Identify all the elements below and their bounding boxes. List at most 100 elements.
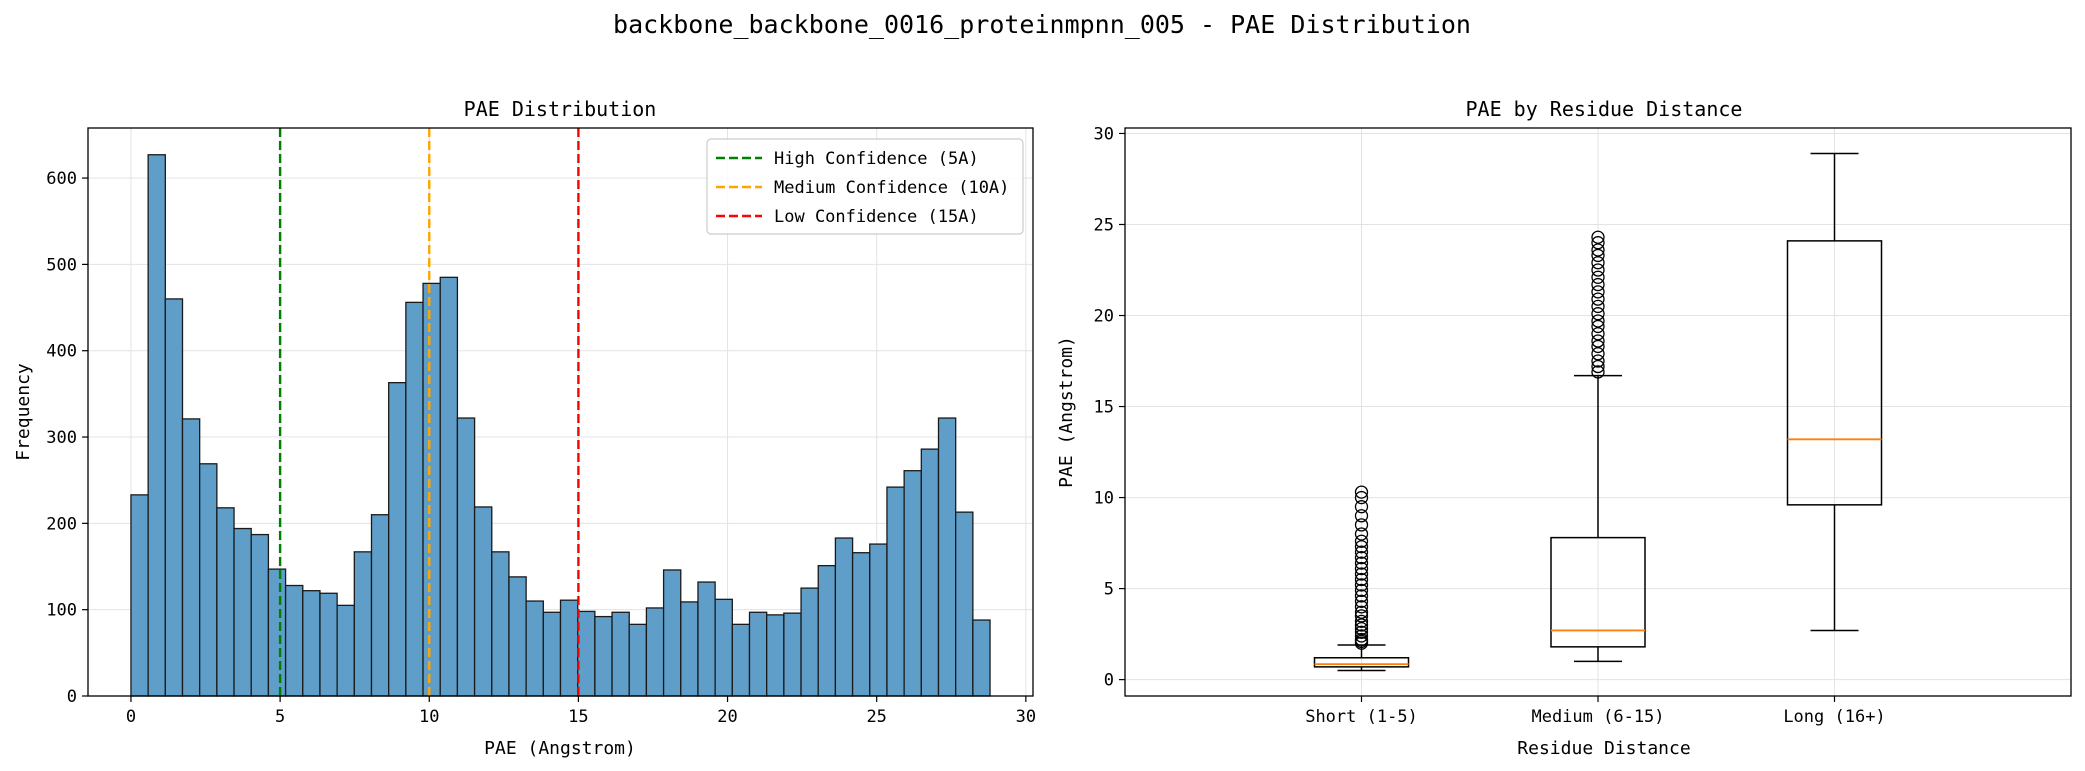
legend-label: Low Confidence (15A) — [774, 207, 979, 227]
histogram-bar — [250, 533, 270, 697]
outlier-point — [1354, 632, 1369, 647]
outlier-point — [1354, 509, 1369, 523]
histogram-bar — [216, 507, 235, 697]
histogram-bar — [319, 592, 338, 697]
x-tick-label: Long (16+) — [1783, 707, 1885, 727]
histogram-reference-lines — [278, 128, 580, 696]
outlier-point — [1591, 299, 1605, 314]
boxplot-x-ticks: Short (1-5) Medium (6-15) Long (16+) — [1305, 696, 1886, 727]
boxplot-boxes — [1313, 152, 1883, 672]
histogram-bar — [233, 527, 252, 697]
histogram-bar — [456, 417, 476, 697]
outlier-point — [1354, 583, 1369, 598]
outlier-point — [1591, 354, 1605, 368]
outlier-point — [1591, 285, 1605, 299]
histogram-bar — [697, 581, 716, 697]
histogram-bar — [680, 601, 699, 697]
histogram-bar — [783, 612, 802, 697]
histogram-bar — [903, 470, 922, 697]
outlier-point — [1354, 550, 1369, 565]
histogram-bar — [508, 576, 527, 697]
outlier-point — [1354, 618, 1369, 632]
outlier-point — [1354, 556, 1369, 570]
legend-frame — [706, 138, 1024, 235]
histogram-bar — [869, 543, 888, 697]
histogram-bar — [645, 607, 665, 697]
histogram-bar — [937, 417, 957, 697]
outlier-point — [1591, 319, 1605, 334]
histogram-bar — [164, 298, 184, 697]
y-tick-label: 300 — [46, 428, 77, 448]
outlier-point — [1354, 485, 1369, 499]
histogram-bar — [422, 282, 441, 697]
histogram-bars — [130, 154, 991, 697]
histogram-bar — [267, 568, 287, 697]
y-tick-label: 0 — [1104, 671, 1114, 691]
outlier-point — [1591, 270, 1605, 284]
outlier-point — [1354, 534, 1369, 548]
outlier-point — [1354, 518, 1369, 532]
outlier-point — [1591, 359, 1605, 374]
histogram-bar — [594, 615, 613, 697]
outlier-point — [1354, 609, 1369, 623]
outlier-point — [1354, 545, 1369, 559]
outlier-point — [1354, 540, 1369, 554]
histogram-bar — [439, 276, 459, 697]
boxplot-y-ticks: 0 5 10 15 20 25 30 — [1094, 124, 1125, 691]
histogram-bar — [130, 494, 149, 697]
histogram-bar — [731, 623, 751, 697]
histogram-bar — [766, 614, 785, 697]
outlier-point — [1354, 629, 1369, 643]
y-tick-label: 400 — [46, 342, 77, 362]
x-tick-label: Medium (6-15) — [1531, 707, 1664, 727]
outlier-point — [1354, 490, 1369, 505]
y-tick-label: 600 — [46, 169, 77, 189]
outlier-point — [1591, 334, 1605, 348]
x-tick-label: 25 — [866, 707, 886, 727]
histogram-bar — [302, 590, 321, 697]
boxplot-title: PAE by Residue Distance — [1466, 97, 1743, 121]
histogram-bar — [817, 565, 837, 697]
histogram-bar — [181, 418, 201, 697]
histogram-bar — [886, 486, 905, 697]
histogram-bar — [955, 511, 974, 697]
histogram-title: PAE Distribution — [464, 97, 657, 121]
histogram-bar — [972, 619, 991, 697]
histogram-bar — [199, 463, 218, 697]
outlier-point — [1591, 236, 1605, 250]
y-tick-label: 200 — [46, 514, 77, 534]
y-tick-label: 25 — [1094, 215, 1114, 235]
histogram-bar — [920, 448, 940, 697]
outlier-point — [1591, 339, 1605, 354]
outlier-point — [1354, 572, 1369, 587]
y-tick-label: 20 — [1094, 307, 1114, 327]
figure-suptitle: backbone_backbone_0016_proteinmpnn_005 -… — [613, 10, 1471, 39]
histogram-bar — [405, 301, 424, 697]
y-tick-label: 15 — [1094, 398, 1114, 418]
x-tick-label: 30 — [1016, 707, 1036, 727]
x-tick-label: Short (1-5) — [1305, 707, 1418, 727]
histogram-y-ticks: 0 100 200 300 400 500 600 — [46, 169, 88, 707]
outlier-point — [1591, 327, 1605, 341]
outlier-point — [1354, 500, 1369, 514]
outlier-point — [1354, 561, 1369, 576]
histogram-bar — [336, 604, 355, 697]
histogram-bar — [284, 584, 304, 697]
outlier-point — [1354, 589, 1369, 603]
iqr-box — [1550, 536, 1646, 648]
outlier-point — [1591, 307, 1605, 321]
histogram-bar — [559, 599, 579, 697]
histogram-bar — [714, 598, 733, 697]
outlier-point — [1591, 365, 1605, 379]
y-tick-label: 100 — [46, 601, 77, 621]
histogram-bar — [834, 537, 854, 697]
histogram-bar — [370, 514, 390, 697]
histogram-plot-frame — [87, 127, 1034, 697]
outlier-point — [1591, 292, 1605, 306]
outlier-point — [1354, 594, 1369, 608]
histogram-legend: High Confidence (5A) Medium Confidence (1… — [706, 138, 1024, 235]
legend-label: Medium Confidence (10A) — [774, 178, 1009, 198]
histogram-panel: PAE Distribution 0 5 10 15 20 25 30 0 100 200 300… — [13, 97, 1036, 759]
outlier-point — [1354, 605, 1369, 619]
